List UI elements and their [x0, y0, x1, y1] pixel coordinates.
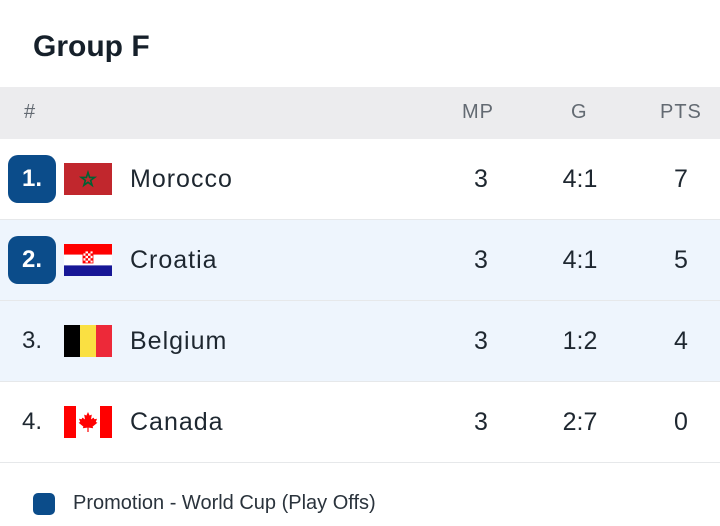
team-name[interactable]: Canada [130, 408, 224, 436]
matches-played: 3 [474, 327, 488, 355]
rank-badge: 2. [8, 236, 56, 284]
team-name[interactable]: Croatia [130, 246, 218, 274]
header-mp[interactable]: MP [462, 101, 494, 123]
goals: 4:1 [562, 246, 598, 274]
header-points[interactable]: PTS [660, 101, 702, 123]
team-name[interactable]: Morocco [130, 165, 233, 193]
table-row-belgium[interactable]: 3. Belgium 3 1:2 4 [0, 301, 720, 382]
morocco-flag-icon [64, 163, 112, 195]
croatia-flag-icon [64, 244, 112, 276]
matches-played: 3 [474, 165, 488, 193]
group-title: Group F [33, 30, 150, 63]
goals: 1:2 [562, 327, 598, 355]
goals: 2:7 [562, 408, 598, 436]
table-header: # MP G PTS [0, 87, 720, 139]
points: 7 [674, 165, 688, 193]
legend-label: Promotion - World Cup (Play Offs) [73, 492, 376, 514]
header-goals[interactable]: G [571, 101, 588, 123]
rank-number: 4. [21, 408, 42, 435]
belgium-flag-icon [64, 325, 112, 357]
promotion-swatch [33, 492, 55, 515]
legend: Promotion - World Cup (Play Offs) [33, 492, 376, 515]
header-rank[interactable]: # [24, 101, 37, 123]
goals: 4:1 [562, 165, 598, 193]
points: 4 [674, 327, 688, 355]
team-name[interactable]: Belgium [130, 327, 228, 355]
canada-flag-icon [64, 406, 112, 438]
table-row-croatia[interactable]: 2. Croatia 3 4:1 5 [0, 220, 720, 301]
table-row-canada[interactable]: 4. Canada 3 2:7 0 [0, 382, 720, 463]
table-row-morocco[interactable]: 1. Morocco 3 4:1 7 [0, 139, 720, 220]
rank-number: 3. [21, 327, 42, 354]
rank-badge: 1. [8, 155, 56, 203]
points: 0 [674, 408, 688, 436]
points: 5 [674, 246, 688, 274]
matches-played: 3 [474, 408, 488, 436]
matches-played: 3 [474, 246, 488, 274]
